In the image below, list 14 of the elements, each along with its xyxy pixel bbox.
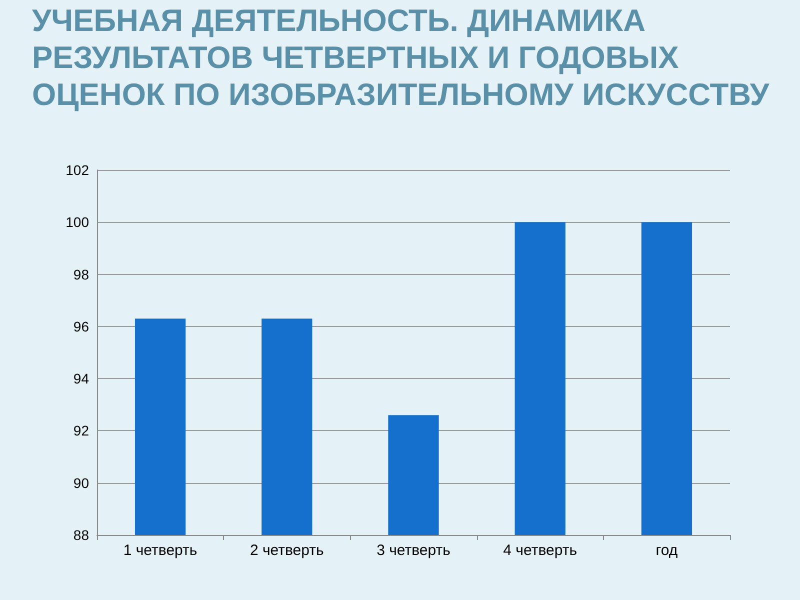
y-tick-label: 96 (73, 318, 90, 334)
x-tick-label: 3 четверть (376, 542, 451, 559)
x-tick-label: 2 четверть (250, 542, 324, 559)
y-tick-label: 98 (73, 266, 90, 282)
y-tick-label: 90 (73, 474, 90, 491)
x-tick-label: год (656, 542, 678, 559)
y-tick-label: 92 (73, 422, 90, 439)
y-tick-label: 102 (66, 162, 90, 178)
chart-title: УЧЕБНАЯ ДЕЯТЕЛЬНОСТЬ. ДИНАМИКА РЕЗУЛЬТАТОВ ЧЕТВЕРТНЫХ И ГОДОВЫХ ОЦЕНОК ПО ИЗОБРАЗИТЕЛЬНОМУ ИСКУССТВУ (32, 2, 770, 113)
x-tick-label: 4 четверть (503, 542, 578, 559)
x-tick-label: 1 четверть (123, 542, 198, 559)
y-tick-label: 100 (66, 214, 90, 230)
y-tick-label: 88 (73, 527, 90, 543)
y-tick-label: 94 (73, 370, 90, 387)
